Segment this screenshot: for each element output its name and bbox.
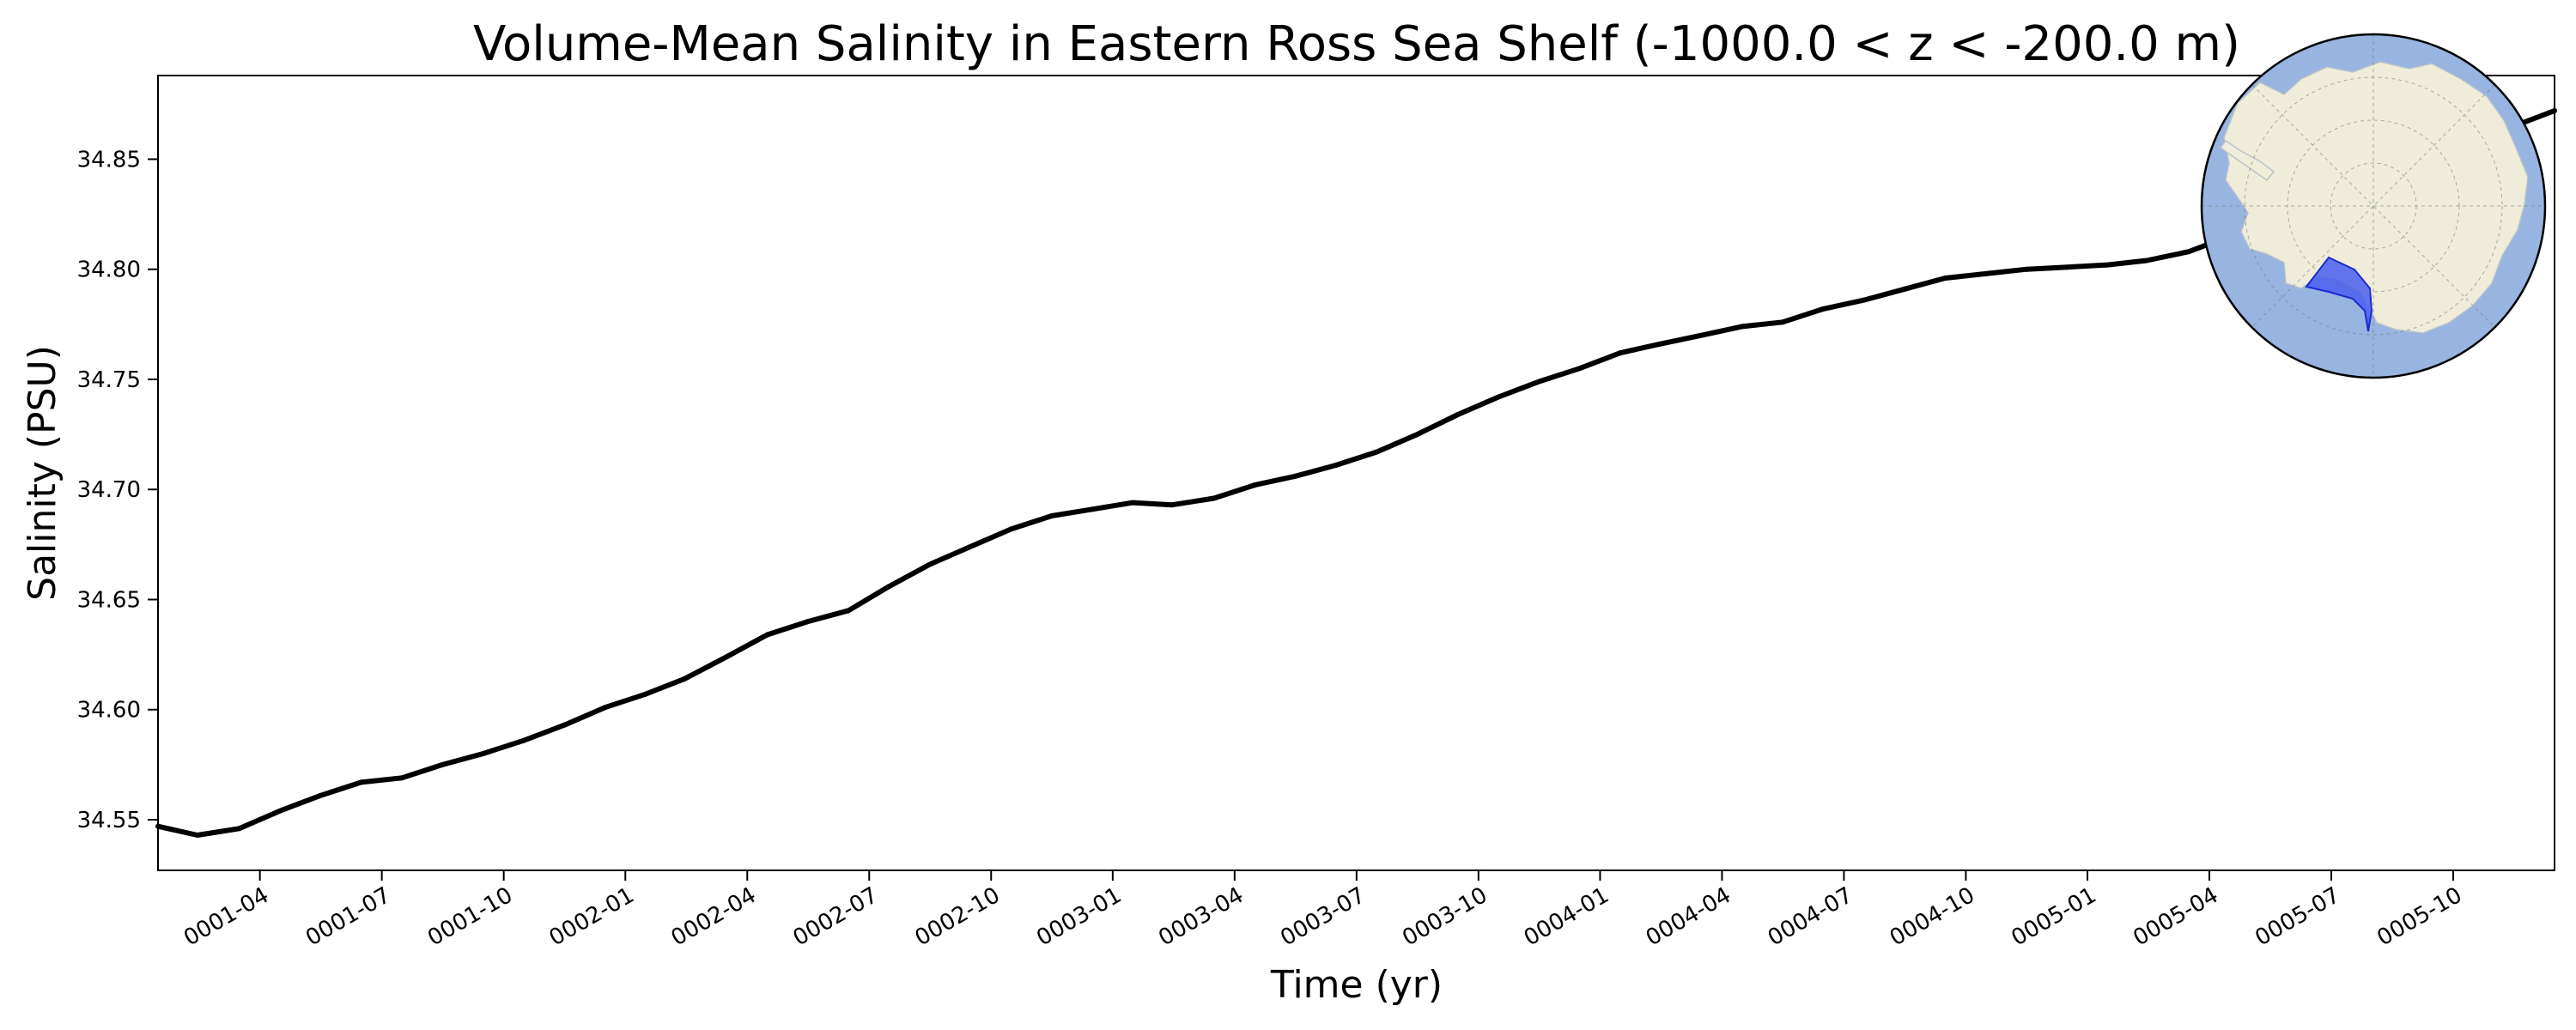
data-point	[1170, 502, 1175, 508]
data-point	[724, 654, 730, 660]
data-point	[764, 632, 770, 638]
y-tick-label: 34.85	[77, 147, 141, 173]
data-point	[1617, 350, 1623, 356]
data-point	[2105, 262, 2111, 268]
data-point	[1333, 463, 1339, 468]
data-point	[1656, 341, 1662, 347]
y-axis-ticks: 34.55 34.60 34.65 34.70 34.75 34.80 34.85	[77, 147, 158, 833]
data-point	[480, 751, 486, 756]
data-point	[1861, 297, 1867, 303]
data-point	[2144, 258, 2150, 264]
data-point	[1820, 306, 1826, 312]
data-point	[1414, 432, 1420, 438]
data-point	[927, 561, 933, 567]
data-point	[1130, 500, 1136, 506]
data-point	[1455, 412, 1461, 417]
data-point	[562, 722, 568, 728]
ross-sea-region	[2305, 256, 2373, 332]
data-point	[886, 584, 892, 590]
data-point	[1698, 332, 1704, 338]
data-point	[1983, 270, 1989, 276]
x-axis-label: Time (yr)	[1270, 963, 1443, 1007]
data-point	[1496, 394, 1502, 400]
data-point	[358, 779, 364, 785]
data-point	[440, 761, 446, 767]
data-point	[2064, 264, 2070, 270]
data-point	[1780, 319, 1786, 325]
plot-frame	[157, 75, 2555, 871]
data-point	[1090, 506, 1096, 512]
y-tick-label: 34.55	[77, 808, 141, 833]
data-point	[1374, 449, 1380, 455]
inset-border	[2200, 33, 2547, 379]
antarctica-inset-map	[2200, 33, 2547, 379]
chart-title: Volume-Mean Salinity in Eastern Ross Sea…	[473, 16, 2240, 72]
data-point	[2186, 249, 2191, 255]
y-tick-label: 34.80	[77, 258, 141, 283]
y-tick-label: 34.75	[77, 367, 141, 393]
y-tick-label: 34.65	[77, 587, 141, 613]
data-point	[521, 737, 526, 743]
data-point	[846, 608, 852, 614]
salinity-series-line	[157, 108, 2556, 838]
data-point	[277, 808, 283, 814]
plot-area: 0001-04 0001-07 0001-10 0002-01 0002-04 0002-…	[77, 75, 2557, 951]
data-point	[1292, 473, 1298, 479]
data-point	[194, 833, 200, 838]
data-point	[1008, 526, 1014, 532]
data-point	[602, 705, 608, 711]
plot-background	[158, 76, 2555, 870]
data-point	[1942, 276, 1948, 281]
data-point	[1577, 366, 1583, 372]
graticule	[2202, 34, 2545, 378]
y-axis-label: Salinity (PSU)	[21, 345, 64, 601]
data-point	[805, 619, 811, 625]
data-point	[968, 543, 974, 549]
data-point	[399, 775, 404, 781]
data-point	[642, 691, 648, 697]
y-tick-label: 34.70	[77, 477, 141, 503]
data-point	[1048, 513, 1054, 518]
data-point	[2024, 266, 2030, 272]
data-point	[1211, 495, 1217, 501]
data-point	[682, 676, 688, 682]
data-point	[1739, 324, 1745, 330]
data-point	[318, 792, 324, 798]
y-tick-label: 34.60	[77, 698, 141, 724]
antarctic-peninsula	[2219, 139, 2275, 182]
data-point	[1252, 482, 1258, 488]
data-point	[1902, 286, 1908, 292]
data-point	[236, 826, 242, 832]
data-point	[1536, 379, 1542, 385]
